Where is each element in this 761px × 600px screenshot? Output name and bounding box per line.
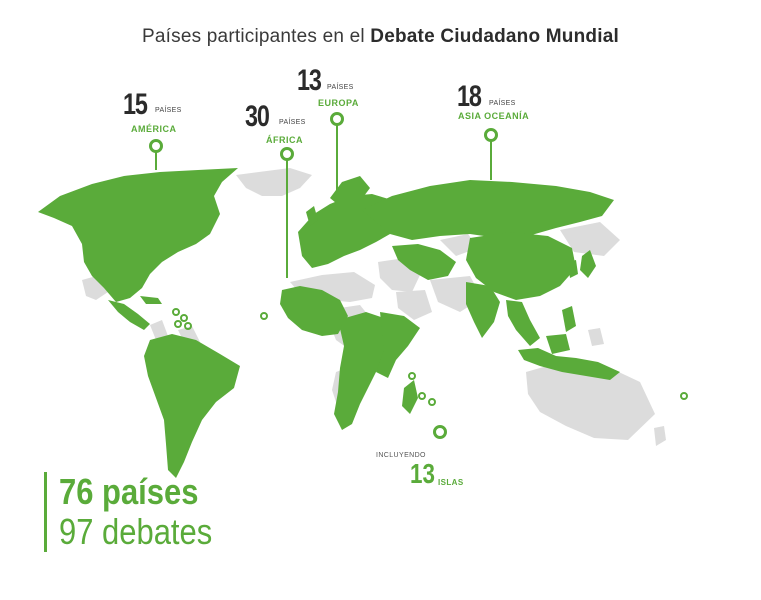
europa-count: 13	[297, 64, 322, 97]
central-africa	[334, 312, 398, 430]
total-countries: 76 países	[59, 471, 199, 512]
participant-land	[38, 168, 620, 478]
europa-label: EUROPA	[318, 98, 359, 108]
middle-east	[392, 244, 456, 280]
central-america	[108, 300, 150, 330]
america-unit: PAÍSES	[155, 107, 182, 114]
china	[466, 232, 576, 300]
korea	[568, 260, 578, 278]
callout-pointers	[155, 125, 492, 278]
west-africa	[280, 286, 348, 336]
south-america	[144, 334, 240, 478]
asia-label: ASIA OCEANÍA	[458, 111, 530, 121]
africa-count: 30	[245, 100, 270, 133]
map-title: Países participantes en el Debate Ciudad…	[142, 26, 619, 47]
southeast-asia	[506, 300, 540, 346]
callout-markers	[149, 112, 498, 439]
indonesia	[518, 348, 620, 380]
north-america	[38, 168, 238, 302]
africa-unit: PAÍSES	[279, 119, 306, 126]
japan	[580, 250, 596, 278]
totals-block: 76 países 97 debates	[44, 472, 237, 552]
asia-count: 18	[457, 80, 482, 113]
philippines	[562, 306, 576, 332]
asia-unit: PAÍSES	[489, 100, 516, 107]
america-count: 15	[123, 88, 148, 121]
africa-label: ÁFRICA	[266, 135, 303, 145]
america-label: AMÉRICA	[131, 124, 177, 134]
europa-unit: PAÍSES	[327, 84, 354, 91]
borneo	[546, 334, 570, 354]
islands-prefix: INCLUYENDO	[376, 452, 426, 459]
total-debates: 97 debates	[59, 511, 213, 552]
scandinavia	[330, 176, 370, 208]
islands-unit: ISLAS	[438, 478, 464, 487]
east-africa	[376, 312, 420, 378]
island-markers	[172, 308, 688, 406]
russia-asia	[362, 180, 614, 240]
uk	[306, 206, 318, 226]
madagascar	[402, 380, 418, 414]
islands-count: 13	[410, 458, 435, 489]
india	[466, 282, 500, 338]
caribbean	[140, 296, 162, 304]
